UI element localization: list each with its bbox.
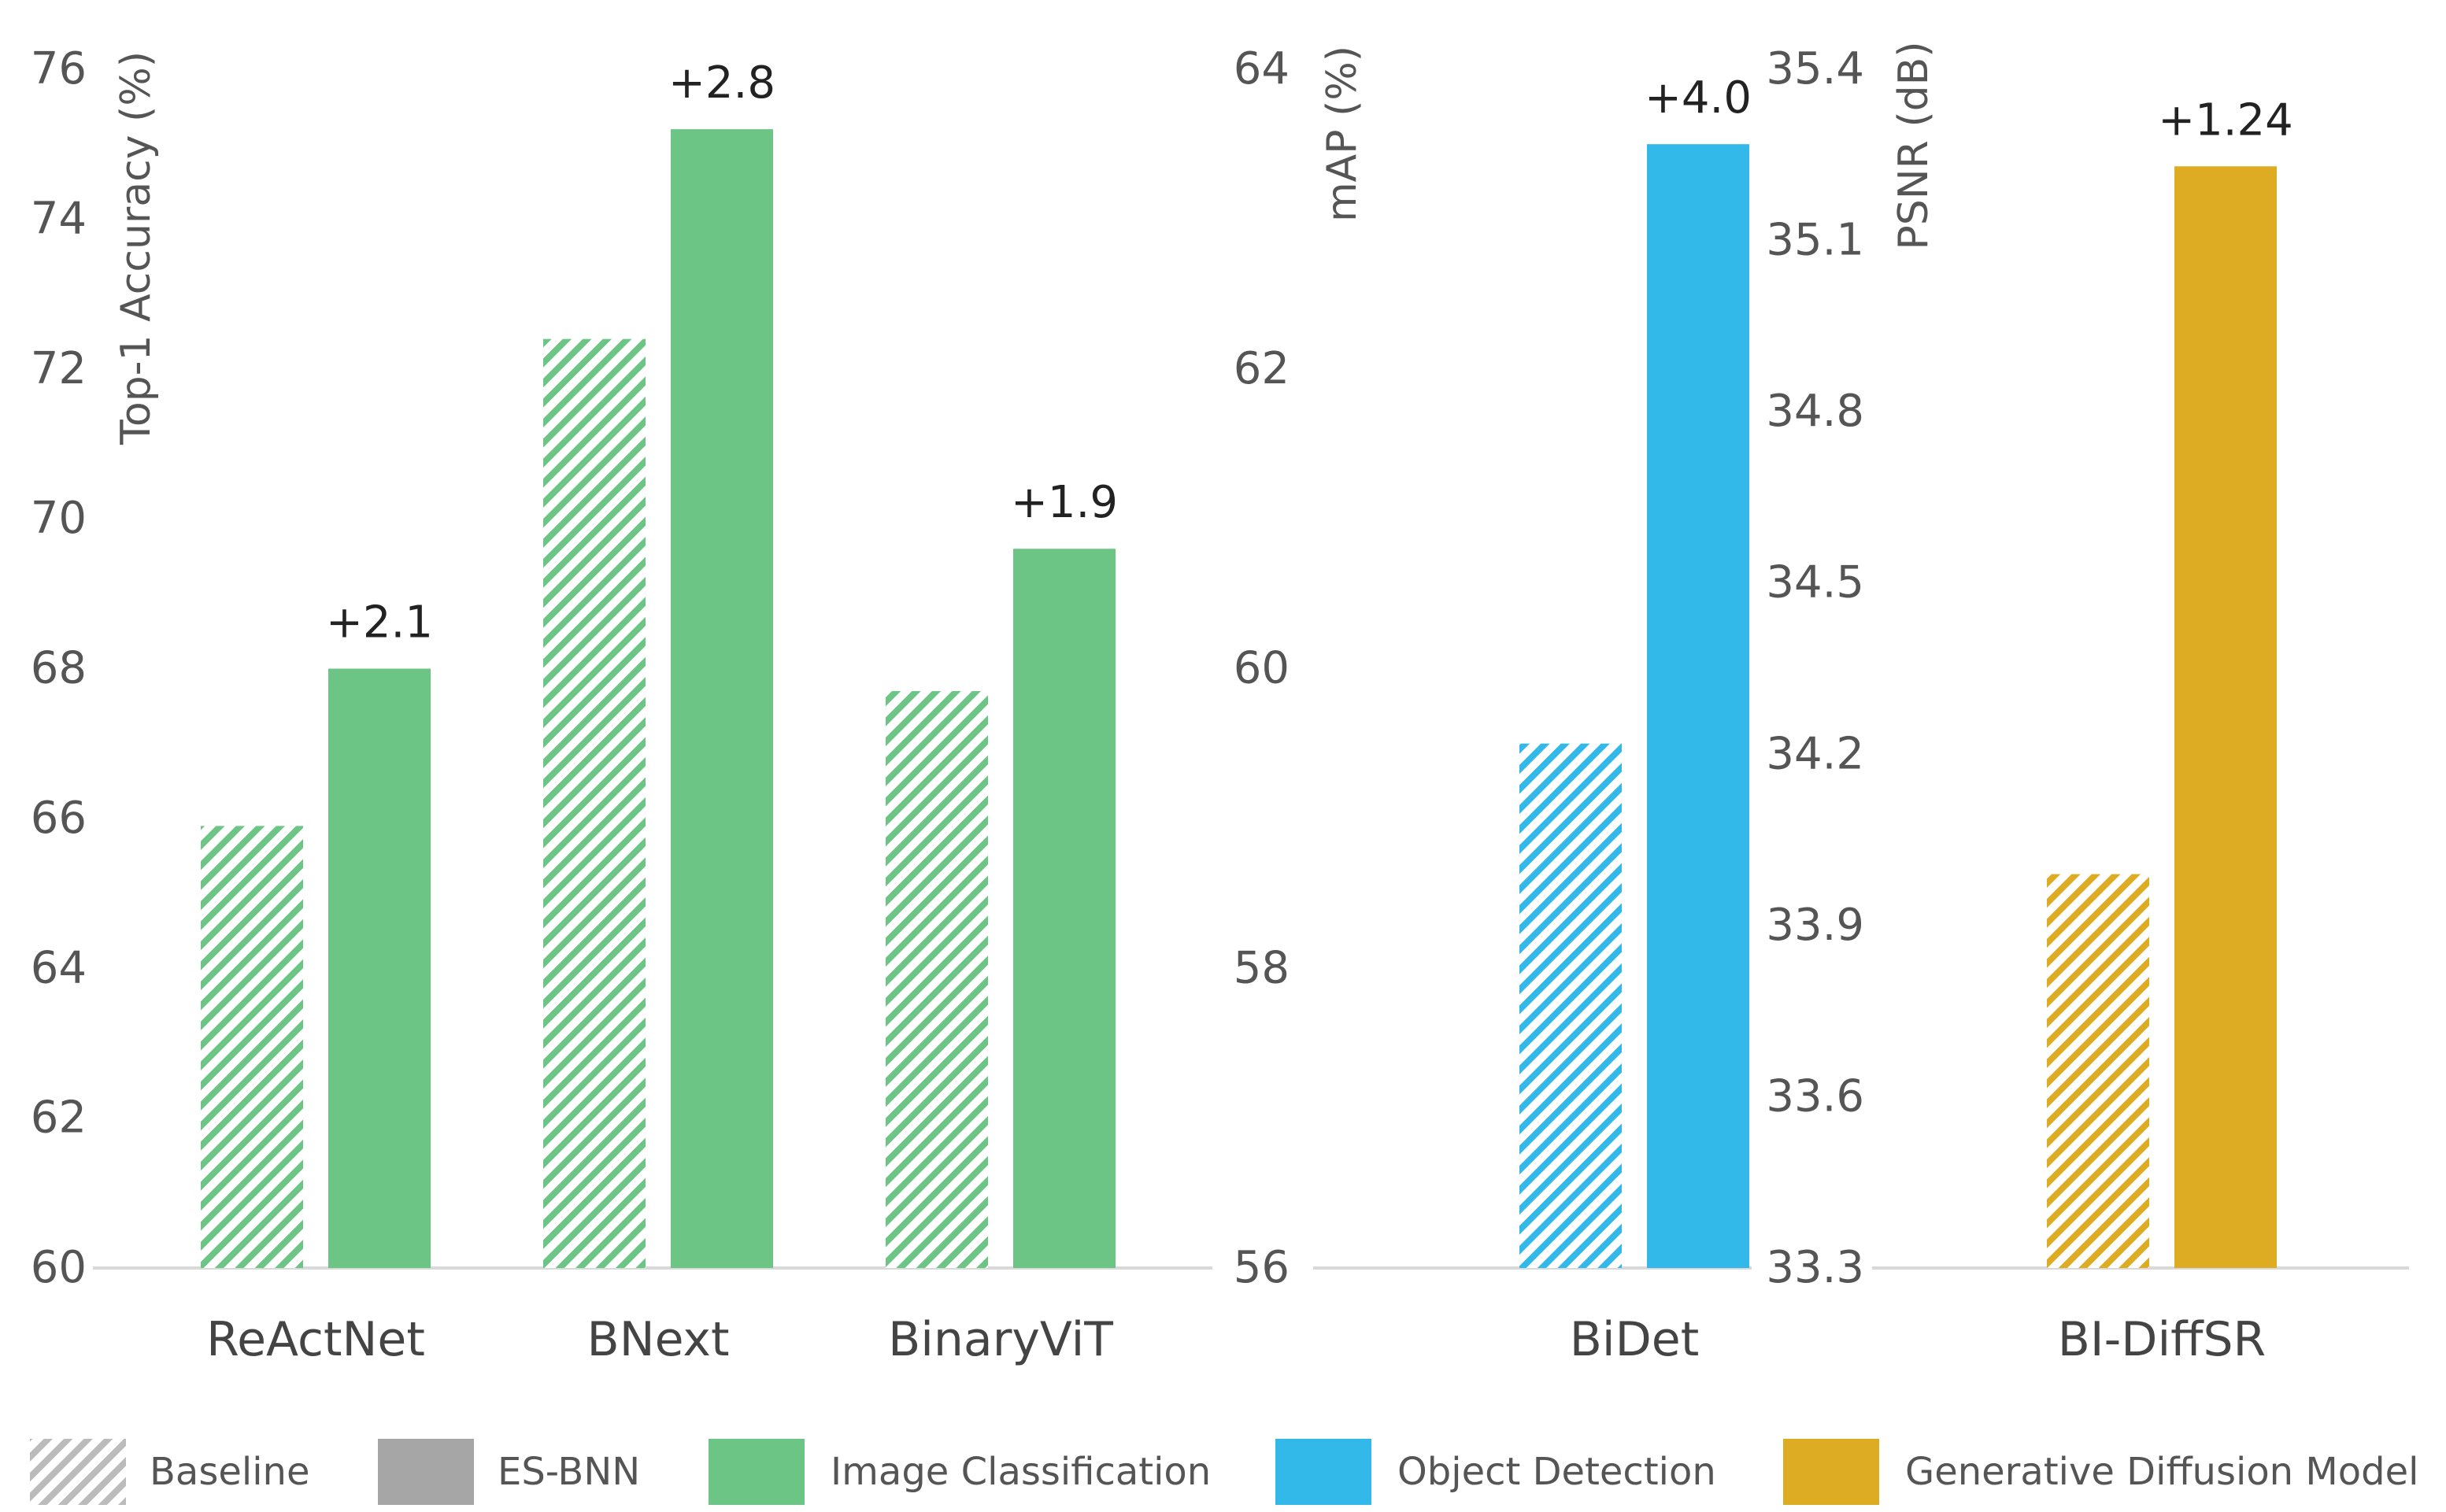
legend-swatch-baseline xyxy=(30,1439,126,1505)
y-tick-label-detection-0: 56 xyxy=(1234,1242,1290,1293)
legend-label-image-classification: Image Classification xyxy=(831,1450,1211,1494)
y-tick-label-classification-1: 62 xyxy=(31,1092,87,1144)
x-tick-label-bi-diffsr: BI-DiffSR xyxy=(2058,1312,2267,1367)
x-tick-label-binaryvit: BinaryViT xyxy=(888,1312,1113,1367)
bar-baseline-reactnet xyxy=(201,826,303,1268)
y-tick-label-diffusion-2: 33.9 xyxy=(1766,900,1864,951)
x-tick-label-bidet: BiDet xyxy=(1570,1312,1699,1367)
y-axis-label-psnr: PSNR (dB) xyxy=(1890,41,1937,250)
bar-es-bnn-reactnet xyxy=(328,668,431,1268)
legend-swatch-image-classification xyxy=(709,1439,805,1505)
y-tick-label-diffusion-4: 34.5 xyxy=(1766,557,1864,608)
y-tick-label-diffusion-7: 35.4 xyxy=(1766,43,1864,94)
y-tick-label-detection-2: 60 xyxy=(1234,643,1290,694)
legend-label-object-detection: Object Detection xyxy=(1397,1450,1716,1494)
legend-label-generative-diffusion-model: Generative Diffusion Model xyxy=(1905,1450,2418,1494)
y-tick-label-detection-4: 64 xyxy=(1234,43,1290,94)
y-axis-label-accuracy: Top-1 Accuracy (%) xyxy=(113,51,160,445)
bar-baseline-binaryvit xyxy=(886,691,988,1268)
bar-es-bnn-bidet xyxy=(1647,144,1749,1268)
x-tick-label-bnext: BNext xyxy=(587,1312,730,1367)
y-tick-label-classification-7: 74 xyxy=(31,193,87,244)
legend-swatch-generative-diffusion-model xyxy=(1783,1439,1879,1505)
bar-es-bnn-bi-diffsr xyxy=(2174,166,2277,1268)
legend: Baseline ES-BNN Image Classification Obj… xyxy=(30,1439,2418,1505)
y-tick-label-classification-2: 64 xyxy=(31,942,87,993)
legend-swatch-object-detection xyxy=(1275,1439,1371,1505)
bar-baseline-bi-diffsr xyxy=(2047,874,2149,1268)
gain-label-bi-diffsr: +1.24 xyxy=(2158,94,2293,146)
gain-label-binaryvit: +1.9 xyxy=(1011,477,1118,528)
bar-es-bnn-binaryvit xyxy=(1013,549,1116,1268)
y-tick-label-classification-8: 76 xyxy=(31,43,87,94)
x-tick-label-reactnet: ReActNet xyxy=(206,1312,425,1367)
legend-swatch-es-bnn xyxy=(378,1439,474,1505)
y-tick-label-detection-1: 58 xyxy=(1234,942,1290,993)
bar-baseline-bidet xyxy=(1519,743,1622,1268)
gain-label-bidet: +4.0 xyxy=(1645,72,1752,124)
y-tick-label-classification-3: 66 xyxy=(31,793,87,844)
bar-es-bnn-bnext xyxy=(671,129,773,1268)
y-tick-label-classification-0: 60 xyxy=(31,1242,87,1293)
y-tick-label-classification-4: 68 xyxy=(31,643,87,694)
gain-label-reactnet: +2.1 xyxy=(326,597,433,649)
y-tick-label-diffusion-6: 35.1 xyxy=(1766,215,1864,266)
y-tick-label-classification-6: 72 xyxy=(31,343,87,394)
y-tick-label-classification-5: 70 xyxy=(31,493,87,544)
gain-label-bnext: +2.8 xyxy=(668,57,775,109)
y-tick-label-diffusion-1: 33.6 xyxy=(1766,1070,1864,1122)
y-tick-label-diffusion-5: 34.8 xyxy=(1766,386,1864,437)
y-tick-label-detection-3: 62 xyxy=(1234,343,1290,394)
y-tick-label-diffusion-3: 34.2 xyxy=(1766,728,1864,779)
legend-label-baseline: Baseline xyxy=(150,1450,310,1494)
y-tick-label-diffusion-0: 33.3 xyxy=(1766,1242,1864,1293)
legend-label-es-bnn: ES-BNN xyxy=(498,1450,640,1494)
bar-baseline-bnext xyxy=(543,338,646,1268)
y-axis-label-map: mAP (%) xyxy=(1319,46,1366,222)
